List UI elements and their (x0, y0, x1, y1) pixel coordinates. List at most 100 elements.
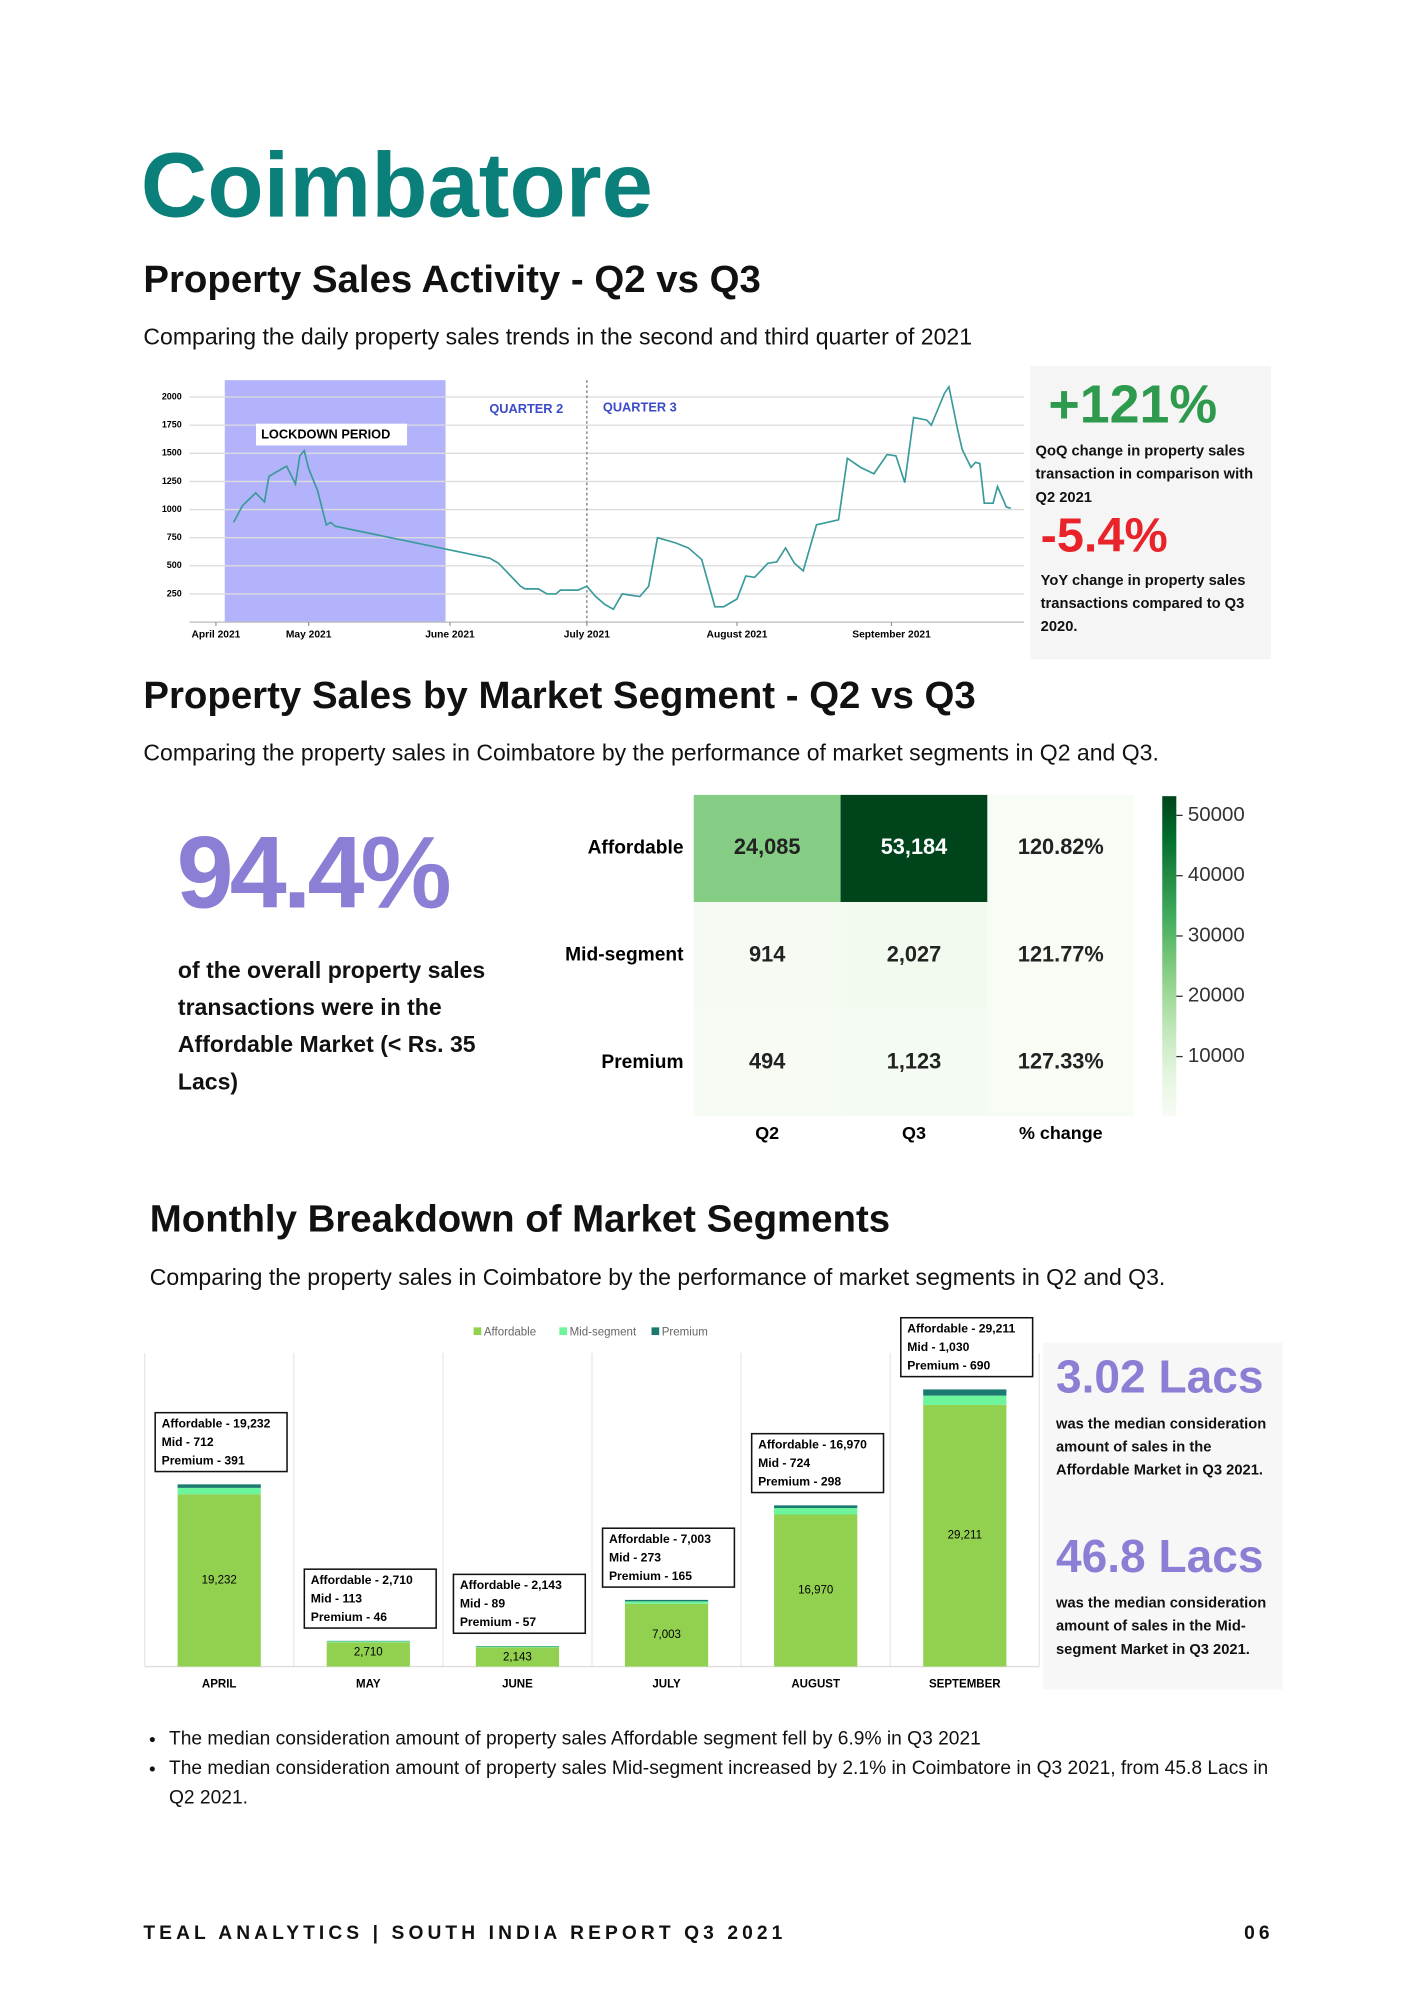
legend-label: Affordable (484, 1327, 536, 1339)
cell-label: 914 (749, 941, 785, 966)
annotation: QUARTER 3 (603, 400, 677, 415)
median-box: 3.02 Lacs was the median consideration a… (1043, 1342, 1283, 1690)
legend-swatch (473, 1327, 482, 1336)
cell-label: 494 (749, 1048, 785, 1073)
column-label: Q2 (755, 1123, 779, 1143)
callout-box (900, 1316, 1034, 1378)
y-tick-label: 2000 (162, 391, 182, 401)
legend-label: Mid-segment (570, 1327, 637, 1339)
colorbar-tick-label: 10000 (1188, 1044, 1245, 1067)
line-series (232, 384, 1011, 611)
section-subheading: Comparing the property sales in Coimbato… (143, 739, 1159, 766)
callout-box (601, 1527, 736, 1588)
column-label: Q3 (902, 1123, 926, 1143)
x-tick-label: April 2021 (191, 630, 240, 641)
heatmap-cell (987, 1009, 1135, 1117)
callout-text: Mid - 1,030 (907, 1340, 969, 1354)
bar-segment (923, 1395, 1007, 1405)
x-tick-label: JULY (652, 1679, 681, 1691)
x-tick-label: June 2021 (425, 630, 475, 641)
callout-box (303, 1568, 437, 1629)
footer-right: 06 (1244, 1922, 1274, 1945)
bar-label: 19,232 (202, 1574, 237, 1586)
cell-label: 53,184 (881, 834, 948, 859)
bar-segment (177, 1487, 261, 1495)
bar-segment (923, 1404, 1007, 1667)
stat-value: -5.4% (1040, 509, 1168, 564)
callout-text: Affordable - 7,003 (609, 1532, 711, 1546)
heatmap-cell (840, 1009, 988, 1117)
callout-text: Mid - 712 (162, 1435, 214, 1449)
colorbar-tick-label: 50000 (1188, 803, 1245, 826)
callout-text: Premium - 165 (609, 1569, 692, 1583)
bar-segment (475, 1646, 560, 1648)
heatmap-cell (987, 902, 1135, 1010)
x-tick-label: JUNE (502, 1679, 533, 1691)
highlight-value: 94.4% (176, 815, 452, 930)
callout-text: Affordable - 19,232 (162, 1416, 271, 1430)
callout-text: Mid - 273 (609, 1551, 661, 1565)
legend-label: Premium (662, 1327, 708, 1339)
heatmap-cell (693, 1009, 841, 1117)
cell-label: 120.82% (1018, 834, 1104, 859)
bullet: The median consideration amount of prope… (169, 1724, 1270, 1753)
bar-segment (774, 1505, 858, 1509)
heatmap-cell (840, 794, 988, 903)
row-label: Affordable (588, 838, 684, 859)
x-tick-label: AUGUST (791, 1679, 840, 1691)
x-tick-label: MAY (356, 1679, 381, 1691)
callout-text: Affordable - 29,211 (907, 1321, 1015, 1335)
shaded-region (224, 380, 446, 623)
median-value: 3.02 Lacs (1056, 1350, 1264, 1403)
callout-text: Affordable - 2,710 (311, 1573, 413, 1587)
y-tick-label: 1000 (162, 504, 182, 514)
colorbar-tick-label: 20000 (1188, 984, 1245, 1007)
y-tick-label: 250 (167, 588, 182, 598)
stat-value: +121% (1048, 373, 1218, 434)
bar-segment (177, 1494, 261, 1667)
bar-label: 2,710 (354, 1647, 383, 1659)
callout-text: Premium - 690 (907, 1359, 990, 1373)
callout-text: Mid - 724 (758, 1456, 810, 1470)
y-tick-label: 1750 (162, 420, 182, 430)
section-subheading: Comparing the daily property sales trend… (143, 323, 973, 350)
bar-segment (475, 1647, 560, 1667)
cell-label: 2,027 (887, 941, 941, 966)
colorbar-tick-label: 40000 (1188, 863, 1245, 886)
bar-segment (774, 1508, 858, 1515)
heatmap-cell (987, 794, 1135, 903)
stats-box: +121% QoQ change in property sales trans… (1030, 366, 1272, 660)
bar-segment (624, 1599, 709, 1602)
cell-label: 127.33% (1018, 1048, 1104, 1073)
bar-segment (326, 1641, 410, 1643)
heatmap-cell (693, 794, 841, 903)
x-tick-label: August 2021 (707, 630, 768, 641)
legend-swatch (559, 1327, 568, 1336)
callout-text: Premium - 391 (162, 1454, 245, 1468)
bar-segment (475, 1646, 560, 1647)
heatmap-cell (840, 902, 988, 1010)
y-tick-label: 750 (167, 532, 182, 542)
callout-text: Affordable - 2,143 (460, 1578, 562, 1592)
colorbar-tick-label: 30000 (1188, 923, 1245, 946)
cell-label: 1,123 (887, 1048, 941, 1073)
annotation: QUARTER 2 (489, 401, 563, 416)
row-label: Premium (601, 1052, 683, 1073)
callout-box (750, 1432, 885, 1494)
callout-text: Premium - 298 (758, 1475, 841, 1489)
heatmap-cell (693, 902, 841, 1010)
legend-swatch (651, 1327, 660, 1336)
bar-label: 29,211 (948, 1530, 982, 1542)
y-tick-label: 1500 (162, 448, 182, 458)
median-value: 46.8 Lacs (1056, 1529, 1264, 1583)
callout-box (154, 1411, 288, 1473)
bar-segment (624, 1603, 709, 1667)
section-heading: Monthly Breakdown of Market Segments (149, 1198, 891, 1241)
y-tick-label: 500 (167, 560, 182, 570)
y-tick-label: 1250 (162, 476, 182, 486)
bar-label: 16,970 (798, 1585, 833, 1597)
column-label: % change (1019, 1123, 1103, 1143)
